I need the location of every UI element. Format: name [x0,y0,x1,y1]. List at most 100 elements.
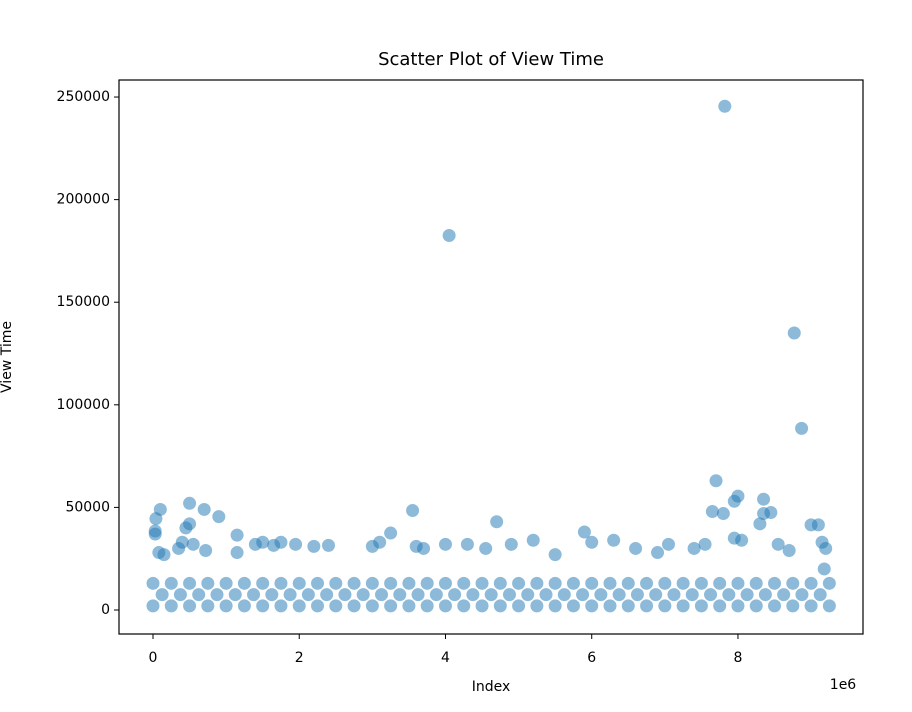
scatter-point [758,588,772,602]
scatter-point [493,576,507,590]
chart-title: Scatter Plot of View Time [378,49,604,70]
scatter-point [651,546,665,560]
x-tick-label: 8 [734,650,743,666]
scatter-point [219,599,233,613]
scatter-point [212,510,226,524]
scatter-point [704,588,718,602]
scatter-point [771,537,785,551]
scatter-point [283,588,297,602]
scatter-point [321,538,335,552]
scatter-point [438,537,452,551]
scatter-point [384,599,398,613]
scatter-point [804,576,818,590]
scatter-point [307,539,321,553]
scatter-point [237,599,251,613]
x-tick-label: 2 [295,650,304,666]
scatter-point [347,599,361,613]
scatter-point [311,599,325,613]
scatter-point [393,588,407,602]
scatter-point [201,599,215,613]
scatter-point [157,548,171,562]
scatter-point [607,533,621,547]
scatter-point [457,599,471,613]
scatter-point [247,588,261,602]
scatter-point [566,599,580,613]
scatter-point [164,576,178,590]
scatter-point [694,599,708,613]
scatter-point [685,588,699,602]
scatter-point [289,537,303,551]
scatter-point [475,599,489,613]
scatter-point [373,535,387,549]
y-tick-label: 200000 [57,192,110,208]
scatter-point [539,588,553,602]
scatter-point [603,599,617,613]
scatter-point [530,576,544,590]
scatter-point [183,599,197,613]
scatter-point [228,588,242,602]
scatter-point [219,576,233,590]
scatter-point [822,599,836,613]
scatter-point [658,599,672,613]
scatter-point [795,421,809,435]
scatter-point [713,599,727,613]
scatter-point [301,588,315,602]
scatter-point [484,588,498,602]
scatter-point [709,474,723,488]
scatter-point [274,576,288,590]
scatter-point [210,588,224,602]
scatter-point [649,588,663,602]
scatter-point [640,599,654,613]
scatter-point [817,562,831,576]
scatter-point [694,576,708,590]
scatter-point [661,537,675,551]
scatter-point [479,541,493,555]
y-tick-label: 0 [101,602,110,618]
scatter-point [629,541,643,555]
scatter-point [698,537,712,551]
scatter-point [731,576,745,590]
scatter-point [466,588,480,602]
scatter-point [146,576,160,590]
scatter-point [164,599,178,613]
scatter-point [448,588,462,602]
plot-area [146,99,836,613]
scatter-point [557,588,571,602]
scatter-point [621,599,635,613]
scatter-point [173,588,187,602]
scatter-point [749,599,763,613]
y-tick-label: 100000 [57,397,110,413]
scatter-point [292,599,306,613]
scatter-point [438,599,452,613]
scatter-point [577,525,591,539]
scatter-point [311,576,325,590]
scatter-point [811,518,825,532]
x-tick-label: 6 [587,650,596,666]
scatter-point [356,588,370,602]
y-tick-label: 150000 [57,294,110,310]
axes-frame [118,79,864,635]
scatter-point [148,524,162,538]
scatter-point [768,599,782,613]
scatter-point [460,537,474,551]
scatter-point [153,502,167,516]
scatter-point [612,588,626,602]
x-tick-label: 0 [149,650,158,666]
scatter-point [329,599,343,613]
scatter-point [442,229,456,243]
scatter-point [411,588,425,602]
scatter-point [819,541,833,555]
scatter-point [603,576,617,590]
scatter-point [795,588,809,602]
scatter-point [183,517,197,531]
x-tick-label: 4 [441,650,450,666]
scatter-point [786,599,800,613]
scatter-point [365,599,379,613]
scatter-point [822,576,836,590]
x-offset-label: 1e6 [830,677,857,693]
scatter-point [384,526,398,540]
scatter-point [230,528,244,542]
scatter-point [457,576,471,590]
scatter-point [199,543,213,557]
